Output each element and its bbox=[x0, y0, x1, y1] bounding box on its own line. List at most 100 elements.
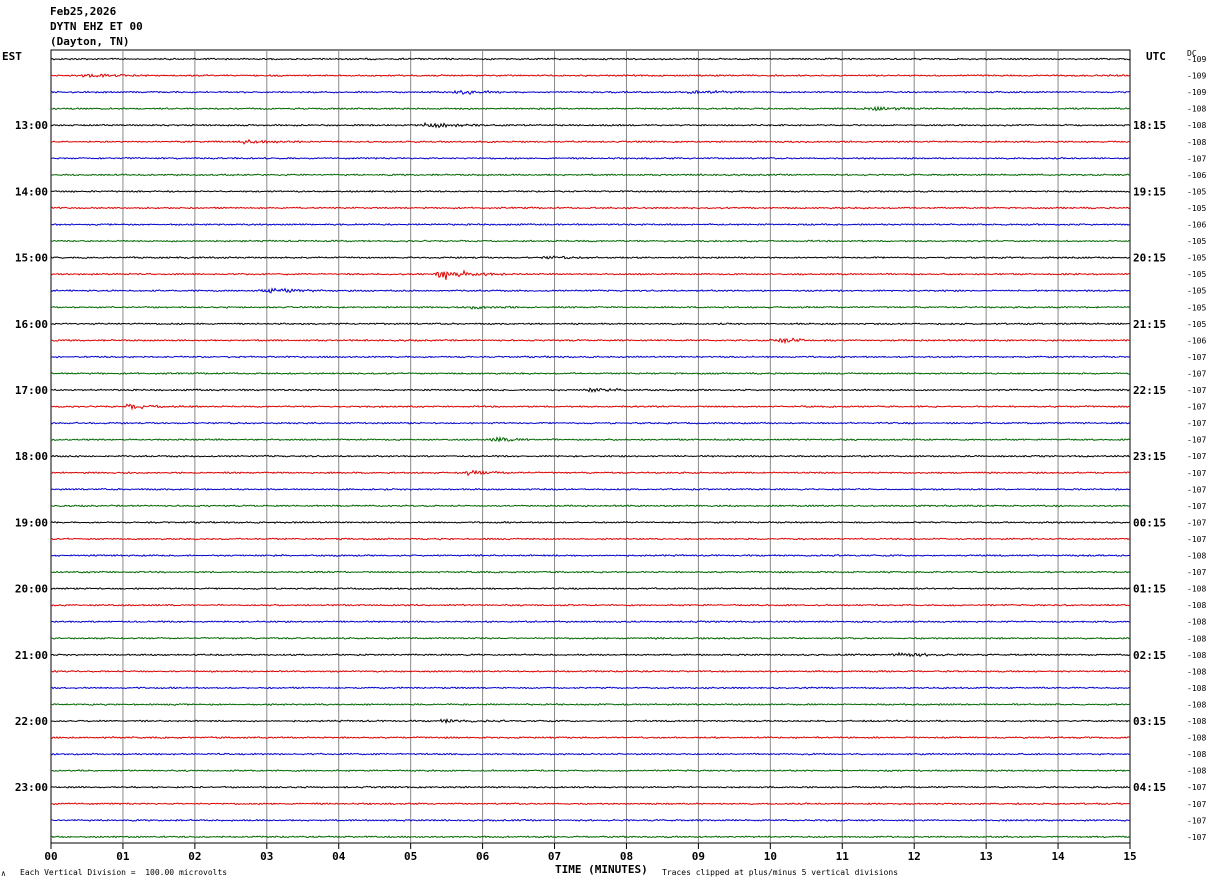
est-hour-label: 13:00 bbox=[15, 119, 48, 132]
trace-30 bbox=[50, 553, 1131, 558]
utc-hour-label: 01:15 bbox=[1133, 583, 1166, 596]
trace-33 bbox=[50, 603, 1131, 607]
x-tick-label: 15 bbox=[1123, 850, 1136, 863]
trace-9 bbox=[50, 206, 1131, 210]
dc-offset-label: -108 bbox=[1187, 601, 1206, 610]
right-timezone-label: UTC bbox=[1146, 50, 1166, 63]
dc-offset-header: DC bbox=[1187, 49, 1197, 58]
trace-22 bbox=[50, 421, 1131, 425]
x-axis-title: TIME (MINUTES) bbox=[555, 863, 648, 876]
dc-offset-label: -108 bbox=[1187, 767, 1206, 776]
trace-12 bbox=[50, 255, 1131, 260]
trace-23 bbox=[50, 436, 1131, 443]
trace-36 bbox=[50, 651, 1131, 658]
dc-offset-label: -107 bbox=[1187, 452, 1206, 461]
dc-offset-label: -106 bbox=[1187, 171, 1206, 180]
trace-4 bbox=[50, 121, 1131, 129]
trace-13 bbox=[50, 269, 1131, 280]
trace-18 bbox=[50, 355, 1131, 359]
utc-hour-label: 03:15 bbox=[1133, 715, 1166, 728]
dc-offset-label: -107 bbox=[1187, 800, 1206, 809]
est-hour-label: 22:00 bbox=[15, 715, 48, 728]
trace-25 bbox=[50, 469, 1131, 477]
left-timezone-label: EST bbox=[2, 50, 22, 63]
dc-offset-label: -107 bbox=[1187, 403, 1206, 412]
dc-offset-label: -105 bbox=[1187, 187, 1206, 196]
trace-43 bbox=[50, 769, 1131, 773]
dc-offset-label: -107 bbox=[1187, 419, 1206, 428]
trace-41 bbox=[50, 736, 1131, 740]
dc-offset-label: -107 bbox=[1187, 485, 1206, 494]
trace-20 bbox=[50, 387, 1131, 393]
x-tick-label: 11 bbox=[836, 850, 850, 863]
x-tick-label: 14 bbox=[1051, 850, 1065, 863]
trace-14 bbox=[50, 287, 1131, 294]
scale-note: Each Vertical Division = 100.00 microvol… bbox=[20, 868, 228, 877]
trace-6 bbox=[50, 156, 1131, 160]
dc-offset-label: -108 bbox=[1187, 138, 1206, 147]
trace-38 bbox=[50, 686, 1131, 690]
trace-27 bbox=[50, 504, 1131, 508]
trace-40 bbox=[50, 718, 1131, 725]
utc-hour-label: 21:15 bbox=[1133, 318, 1166, 331]
trace-26 bbox=[50, 487, 1131, 491]
dc-offset-label: -106 bbox=[1187, 336, 1206, 345]
utc-hour-label: 20:15 bbox=[1133, 252, 1166, 265]
dc-offset-label: -106 bbox=[1187, 221, 1206, 230]
est-hour-label: 21:00 bbox=[15, 649, 48, 662]
trace-35 bbox=[50, 636, 1131, 640]
dc-offset-label: -108 bbox=[1187, 121, 1206, 130]
dc-offset-label: -107 bbox=[1187, 518, 1206, 527]
dc-offset-label: -108 bbox=[1187, 750, 1206, 759]
station-location: (Dayton, TN) bbox=[50, 35, 130, 48]
trace-44 bbox=[50, 785, 1131, 789]
x-tick-label: 12 bbox=[908, 850, 921, 863]
est-hour-label: 19:00 bbox=[15, 516, 48, 529]
utc-hour-label: 18:15 bbox=[1133, 119, 1166, 132]
clip-note: Traces clipped at plus/minus 5 vertical … bbox=[662, 868, 899, 877]
est-hour-label: 16:00 bbox=[15, 318, 48, 331]
trace-31 bbox=[50, 570, 1131, 574]
plot-frame bbox=[50, 49, 1131, 844]
dc-offset-label: -105 bbox=[1187, 320, 1206, 329]
corner-mark: ∧ bbox=[1, 869, 6, 878]
dc-offset-label: -107 bbox=[1187, 154, 1206, 163]
trace-47 bbox=[50, 835, 1131, 839]
dc-offset-label: -107 bbox=[1187, 502, 1206, 511]
dc-offset-label: -108 bbox=[1187, 552, 1206, 561]
utc-hour-label: 02:15 bbox=[1133, 649, 1166, 662]
est-hour-label: 23:00 bbox=[15, 781, 48, 794]
est-hour-label: 20:00 bbox=[15, 583, 48, 596]
x-tick-label: 05 bbox=[404, 850, 417, 863]
est-hour-label: 18:00 bbox=[15, 450, 48, 463]
trace-37 bbox=[50, 669, 1131, 673]
dc-offset-label: -105 bbox=[1187, 303, 1206, 312]
dc-offset-label: -108 bbox=[1187, 700, 1206, 709]
x-tick-label: 01 bbox=[116, 850, 130, 863]
dc-offset-label: -108 bbox=[1187, 734, 1206, 743]
trace-2 bbox=[50, 89, 1131, 95]
utc-hour-label: 04:15 bbox=[1133, 781, 1166, 794]
x-tick-label: 07 bbox=[548, 850, 561, 863]
dc-offset-label: -108 bbox=[1187, 651, 1206, 660]
dc-offset-label: -107 bbox=[1187, 353, 1206, 362]
dc-offset-label: -105 bbox=[1187, 254, 1206, 263]
utc-hour-label: 22:15 bbox=[1133, 384, 1166, 397]
trace-39 bbox=[50, 702, 1131, 706]
trace-28 bbox=[50, 520, 1131, 524]
station-code: DYTN EHZ ET 00 bbox=[50, 20, 143, 33]
x-tick-label: 09 bbox=[692, 850, 705, 863]
trace-42 bbox=[50, 752, 1131, 756]
trace-45 bbox=[50, 802, 1131, 806]
trace-16 bbox=[50, 322, 1131, 326]
x-tick-label: 10 bbox=[764, 850, 777, 863]
dc-offset-label: -107 bbox=[1187, 469, 1206, 478]
dc-offset-label: -107 bbox=[1187, 568, 1206, 577]
dc-offset-label: -109 bbox=[1187, 55, 1206, 64]
dc-offset-label: -109 bbox=[1187, 72, 1206, 81]
dc-offset-label: -107 bbox=[1187, 386, 1206, 395]
trace-0 bbox=[50, 57, 1131, 61]
dc-offset-label: -107 bbox=[1187, 783, 1206, 792]
dc-offset-label: -107 bbox=[1187, 369, 1206, 378]
